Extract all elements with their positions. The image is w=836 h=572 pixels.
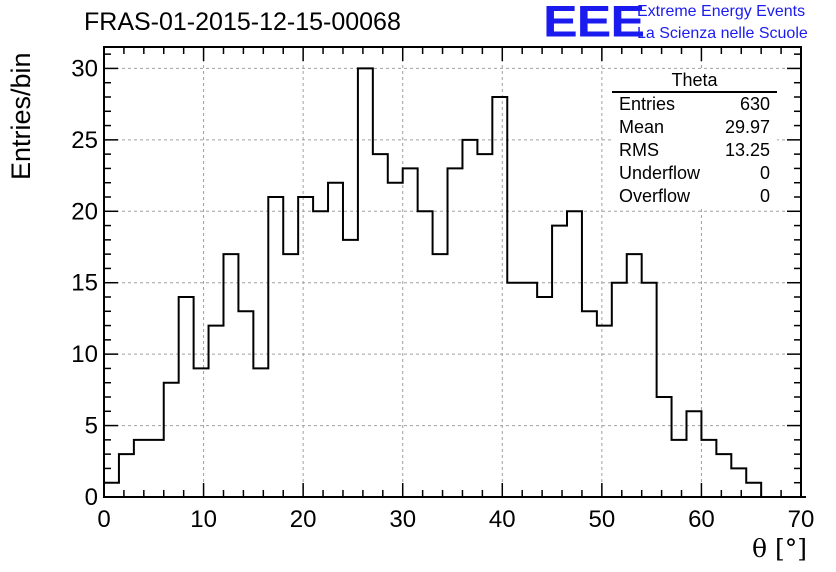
histogram-bin <box>209 326 224 497</box>
histogram-bin <box>298 197 313 497</box>
histogram-bin <box>627 254 642 497</box>
histogram-bin <box>746 483 761 497</box>
logo-text-line2: La Scienza nelle Scuole <box>637 25 808 42</box>
stats-label: Underflow <box>619 163 701 183</box>
y-tick-label: 10 <box>71 341 98 368</box>
histogram-bars <box>103 67 806 498</box>
eee-logo: EEE <box>543 0 645 47</box>
histogram-bin <box>731 468 746 497</box>
histogram-bin <box>492 97 507 497</box>
histogram-bin <box>567 211 582 497</box>
logo-text-line1: Extreme Energy Events <box>637 3 806 20</box>
histogram-bin <box>701 440 716 497</box>
histogram-bin <box>313 211 328 497</box>
histogram-bin <box>164 383 179 497</box>
histogram-bin <box>552 226 567 497</box>
stats-value: 0 <box>759 163 770 183</box>
histogram-bin <box>686 411 701 497</box>
histogram-bin <box>149 440 164 497</box>
x-tick-label: 30 <box>389 506 416 533</box>
histogram-bin <box>672 440 687 497</box>
axis-ticks <box>103 47 802 498</box>
x-tick-label: 0 <box>97 506 110 533</box>
axes-frame <box>103 46 802 498</box>
x-tick-label: 40 <box>489 506 516 533</box>
stats-box: Theta Entries 630 Mean 29.97 RMS 13.25 U… <box>612 70 777 208</box>
x-tick-label: 60 <box>688 506 715 533</box>
y-axis-label: Entries/bin <box>6 52 36 180</box>
histogram-outline <box>103 67 806 498</box>
histogram-bin <box>612 283 627 497</box>
stats-label: RMS <box>619 140 659 160</box>
histogram-bin <box>433 254 448 497</box>
histogram-bin <box>194 368 209 497</box>
histogram-bin <box>328 183 343 497</box>
x-tick-label: 10 <box>190 506 217 533</box>
y-tick-label: 25 <box>71 127 98 154</box>
histogram-bin <box>507 283 522 497</box>
stats-row-overflow: Overflow 0 <box>612 185 777 208</box>
histogram-bin <box>582 311 597 497</box>
x-tick-label: 70 <box>788 506 815 533</box>
histogram-bin <box>373 154 388 497</box>
stats-row-mean: Mean 29.97 <box>612 116 777 139</box>
stats-title: Theta <box>612 70 777 93</box>
histogram-bin <box>104 483 119 497</box>
histogram-bin <box>522 283 537 497</box>
stats-row-rms: RMS 13.25 <box>612 139 777 162</box>
histogram-bin <box>343 240 358 497</box>
tick-labels: 0 10 20 30 40 50 60 70 0 5 10 15 20 25 30 <box>71 55 814 533</box>
plot-frame <box>103 46 802 498</box>
x-axis-label: θ [°] <box>752 534 808 563</box>
histogram-bin <box>657 397 672 497</box>
histogram-bin <box>253 368 268 497</box>
stats-label: Entries <box>619 94 676 114</box>
histogram-bin <box>119 454 134 497</box>
histogram-bin <box>134 440 149 497</box>
y-tick-label: 20 <box>71 198 98 225</box>
histogram-bin <box>448 168 463 497</box>
y-tick-label: 15 <box>71 270 98 297</box>
histogram-bin <box>597 326 612 497</box>
histogram-bin <box>358 68 373 497</box>
stats-value: 0 <box>759 186 770 206</box>
stats-label: Mean <box>619 117 665 137</box>
histogram-bin <box>283 254 298 497</box>
histogram-bin <box>477 154 492 497</box>
histogram-bin <box>418 211 433 497</box>
histogram-bin <box>223 254 238 497</box>
histogram-bin <box>716 454 731 497</box>
stats-value: 13.25 <box>724 140 770 160</box>
x-tick-label: 50 <box>589 506 616 533</box>
histogram-bin <box>403 168 418 497</box>
histogram-bin <box>268 197 283 497</box>
histogram-bin <box>179 297 194 497</box>
stats-row-entries: Entries 630 <box>612 93 777 116</box>
y-tick-label: 30 <box>71 55 98 82</box>
stats-row-underflow: Underflow 0 <box>612 162 777 185</box>
y-tick-label: 0 <box>85 484 98 511</box>
stats-value: 630 <box>739 94 770 114</box>
x-tick-label: 20 <box>290 506 317 533</box>
y-tick-label: 5 <box>85 413 98 440</box>
stats-value: 29.97 <box>724 117 770 137</box>
histogram-bin <box>238 311 253 497</box>
histogram-bin <box>537 297 552 497</box>
histogram-bin <box>462 140 477 497</box>
histogram-bin <box>642 283 657 497</box>
stats-label: Overflow <box>619 186 691 206</box>
chart-title: FRAS-01-2015-12-15-00068 <box>84 8 401 36</box>
histogram-bin <box>388 183 403 497</box>
